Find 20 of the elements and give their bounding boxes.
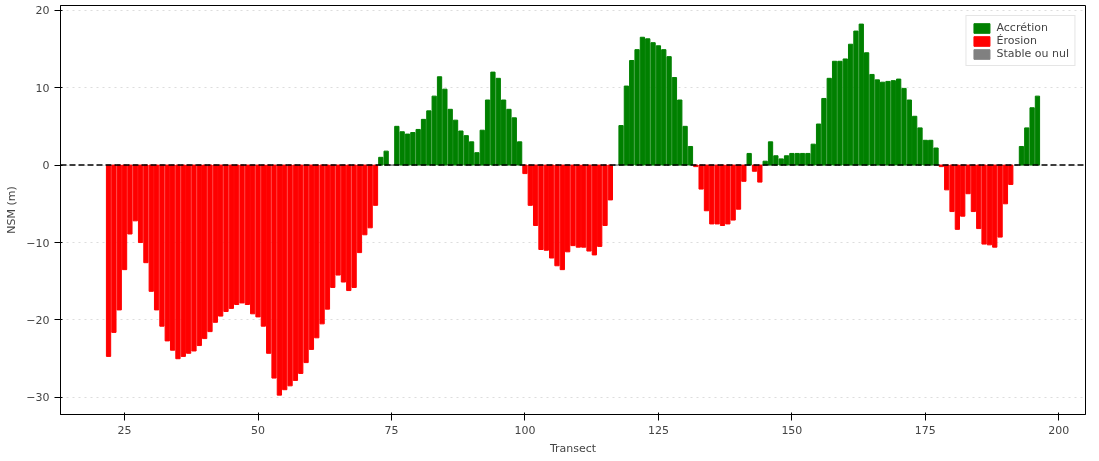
y-tick-label: 10 bbox=[35, 81, 50, 95]
legend-label: Accrétion bbox=[996, 21, 1048, 34]
bar bbox=[746, 152, 752, 166]
y-tick-label: −10 bbox=[26, 236, 50, 250]
x-tick-label: 175 bbox=[914, 423, 936, 437]
x-tick-label: 150 bbox=[781, 423, 803, 437]
x-tick-label: 25 bbox=[117, 423, 132, 437]
y-tick-label: −30 bbox=[26, 391, 50, 405]
y-axis-title: NSM (m) bbox=[5, 186, 19, 234]
x-tick-label: 50 bbox=[251, 423, 266, 437]
x-tick-label: 200 bbox=[1048, 423, 1070, 437]
legend-label: Stable ou nul bbox=[996, 47, 1069, 60]
x-tick-label: 75 bbox=[384, 423, 399, 437]
x-tick-label: 100 bbox=[514, 423, 536, 437]
x-axis-title: Transect bbox=[548, 441, 597, 455]
x-tick-label: 125 bbox=[647, 423, 669, 437]
y-tick-label: 0 bbox=[42, 159, 50, 173]
y-tick-label: 20 bbox=[35, 4, 50, 18]
legend-label: Érosion bbox=[996, 34, 1037, 47]
y-tick-label: −20 bbox=[26, 314, 50, 327]
